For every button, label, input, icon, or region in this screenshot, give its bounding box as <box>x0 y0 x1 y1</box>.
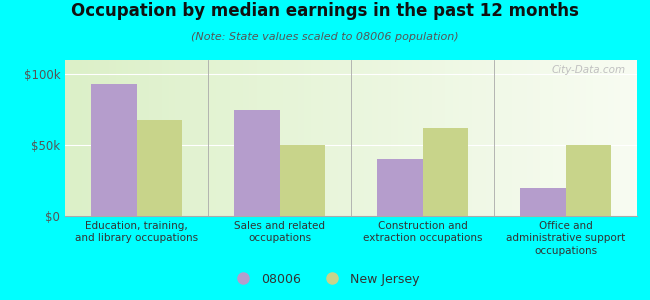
Text: Occupation by median earnings in the past 12 months: Occupation by median earnings in the pas… <box>71 2 579 20</box>
Legend: 08006, New Jersey: 08006, New Jersey <box>226 268 424 291</box>
Bar <box>234 110 280 216</box>
Bar <box>280 145 325 216</box>
Bar <box>422 128 468 216</box>
Bar <box>136 120 182 216</box>
Text: City-Data.com: City-Data.com <box>551 65 625 75</box>
Bar <box>91 84 136 216</box>
Bar <box>520 188 566 216</box>
Bar <box>566 145 611 216</box>
Bar <box>377 159 423 216</box>
Text: (Note: State values scaled to 08006 population): (Note: State values scaled to 08006 popu… <box>191 32 459 41</box>
